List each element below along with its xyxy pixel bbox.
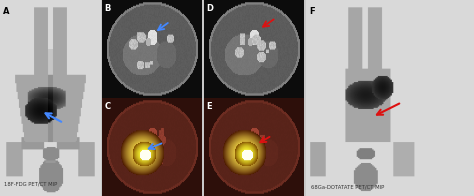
Text: 18F-FDG PET/CT MIP: 18F-FDG PET/CT MIP xyxy=(4,182,58,187)
Text: E: E xyxy=(206,102,212,111)
Text: F: F xyxy=(309,7,315,16)
Text: C: C xyxy=(104,102,110,111)
Text: 68Ga-DOTATATE PET/CT MIP: 68Ga-DOTATATE PET/CT MIP xyxy=(310,184,384,189)
Text: A: A xyxy=(3,7,9,16)
Text: D: D xyxy=(206,4,213,13)
Text: B: B xyxy=(104,4,111,13)
